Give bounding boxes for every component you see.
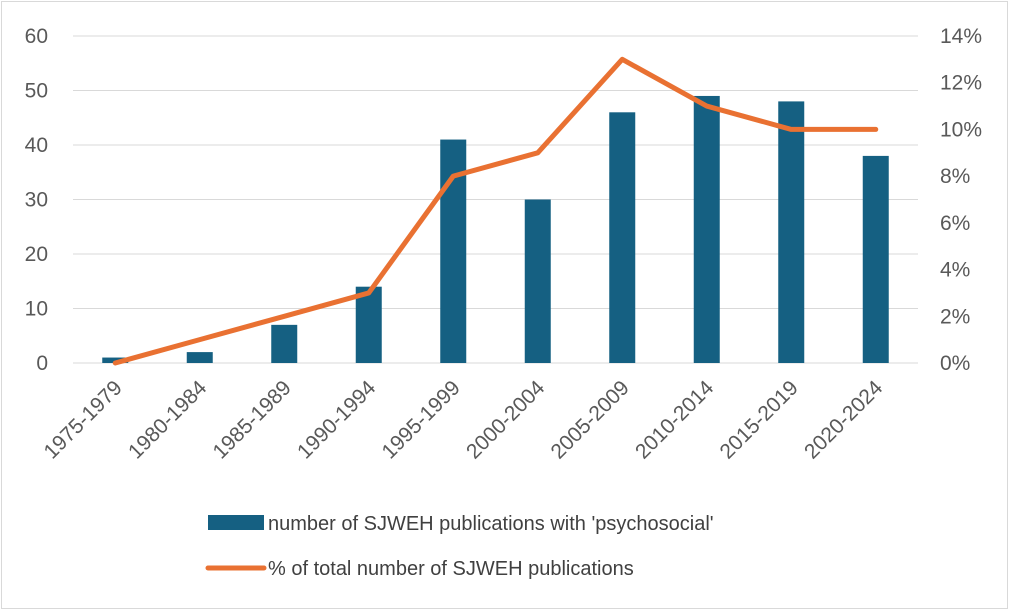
- y-left-tick-label: 60: [25, 25, 48, 48]
- legend-line-label: % of total number of SJWEH publications: [268, 558, 634, 580]
- bar: [524, 199, 551, 363]
- x-tick-label: 2015-2019: [716, 376, 803, 463]
- y-left-tick-label: 30: [25, 189, 48, 212]
- x-tick-label: 1980-1984: [124, 376, 212, 464]
- bar: [862, 155, 889, 363]
- y-right-tick-label: 4%: [940, 259, 970, 282]
- x-tick-label: 2000-2004: [462, 376, 550, 464]
- x-tick-label: 1975-1979: [40, 376, 127, 463]
- y-right-tick-label: 12%: [940, 72, 982, 95]
- y-right-tick-label: 2%: [940, 305, 970, 328]
- y-left-tick-label: 10: [25, 298, 48, 321]
- x-tick-label: 2010-2014: [631, 376, 719, 464]
- y-left-tick-label: 20: [25, 243, 48, 266]
- legend-bar-swatch: [208, 515, 264, 530]
- bar: [609, 112, 636, 363]
- x-tick-label: 1985-1989: [209, 376, 296, 463]
- y-right-tick-label: 6%: [940, 212, 970, 235]
- y-left-tick-label: 40: [25, 134, 48, 157]
- bar-series: [102, 95, 889, 364]
- x-tick-label: 2005-2009: [547, 376, 634, 463]
- line-series: [112, 56, 879, 366]
- y-right-tick-label: 14%: [940, 25, 982, 48]
- legend: number of SJWEH publications with 'psych…: [205, 513, 714, 580]
- y-right-tick-label: 8%: [940, 165, 970, 188]
- legend-bar-label: number of SJWEH publications with 'psych…: [268, 513, 714, 535]
- y-axis-right: 0% 2% 4% 6% 8% 10% 12% 14%: [940, 25, 982, 375]
- bar: [186, 352, 213, 363]
- y-right-tick-label: 0%: [940, 352, 970, 375]
- bar: [271, 324, 298, 363]
- y-right-tick-label: 10%: [940, 118, 982, 141]
- series-line: [112, 56, 879, 366]
- bar: [102, 357, 129, 363]
- gridlines: [73, 35, 918, 364]
- y-axis-left: 0 10 20 30 40 50 60: [25, 25, 48, 375]
- x-tick-label: 1990-1994: [293, 376, 381, 464]
- y-left-tick-label: 0: [36, 352, 48, 375]
- bar: [778, 101, 805, 364]
- x-tick-label: 1995-1999: [378, 376, 465, 463]
- bar: [355, 286, 382, 363]
- x-tick-label: 2020-2024: [800, 376, 888, 464]
- y-left-tick-label: 50: [25, 80, 48, 103]
- bar: [693, 95, 720, 363]
- x-axis: 1975-19791980-19841985-19891990-19941995…: [40, 376, 888, 464]
